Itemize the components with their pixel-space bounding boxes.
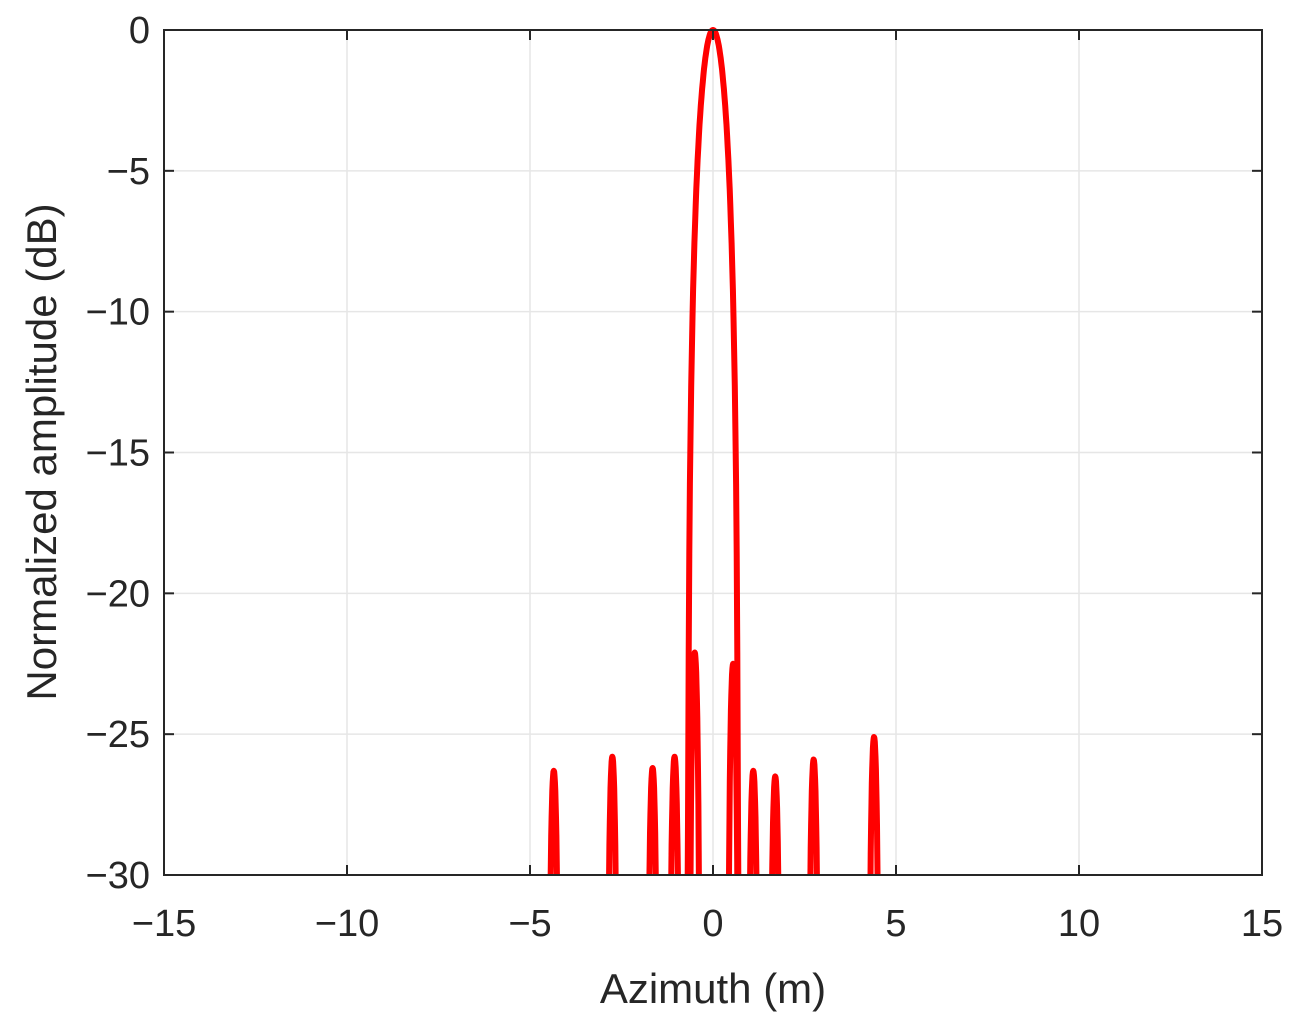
- x-tick-label: −10: [315, 903, 379, 945]
- series-response: [547, 27, 881, 875]
- series-layer: [547, 27, 881, 875]
- sidelobe: [687, 649, 702, 875]
- y-tick-label: −25: [86, 714, 150, 756]
- x-tick-label: 15: [1241, 903, 1283, 945]
- x-tick-label: 0: [702, 903, 723, 945]
- y-tick-label: 0: [129, 10, 150, 52]
- sidelobe: [726, 660, 741, 875]
- x-axis-label: Azimuth (m): [600, 965, 826, 1012]
- ticks: −15 −10 −5 0 5 10 15 −30 −25 −20 −15 −10 −5 0: [86, 10, 1284, 945]
- y-tick-label: −30: [86, 855, 150, 897]
- sidelobe: [668, 753, 681, 875]
- y-tick-label: −15: [86, 433, 150, 475]
- sidelobe: [807, 756, 820, 875]
- sidelobe: [646, 765, 659, 875]
- sidelobe: [547, 767, 560, 875]
- grid: [163, 29, 1263, 876]
- y-axis-label: Normalized amplitude (dB): [18, 203, 65, 700]
- sidelobe: [606, 753, 619, 875]
- x-tick-label: 5: [885, 903, 906, 945]
- y-tick-label: −5: [107, 151, 150, 193]
- x-tick-label: 10: [1058, 903, 1100, 945]
- y-tick-label: −10: [86, 292, 150, 334]
- sidelobe: [769, 773, 782, 875]
- sidelobe: [867, 734, 881, 875]
- y-tick-label: −20: [86, 573, 150, 615]
- x-tick-label: −15: [132, 903, 196, 945]
- sidelobe: [747, 767, 760, 875]
- x-tick-label: −5: [508, 903, 551, 945]
